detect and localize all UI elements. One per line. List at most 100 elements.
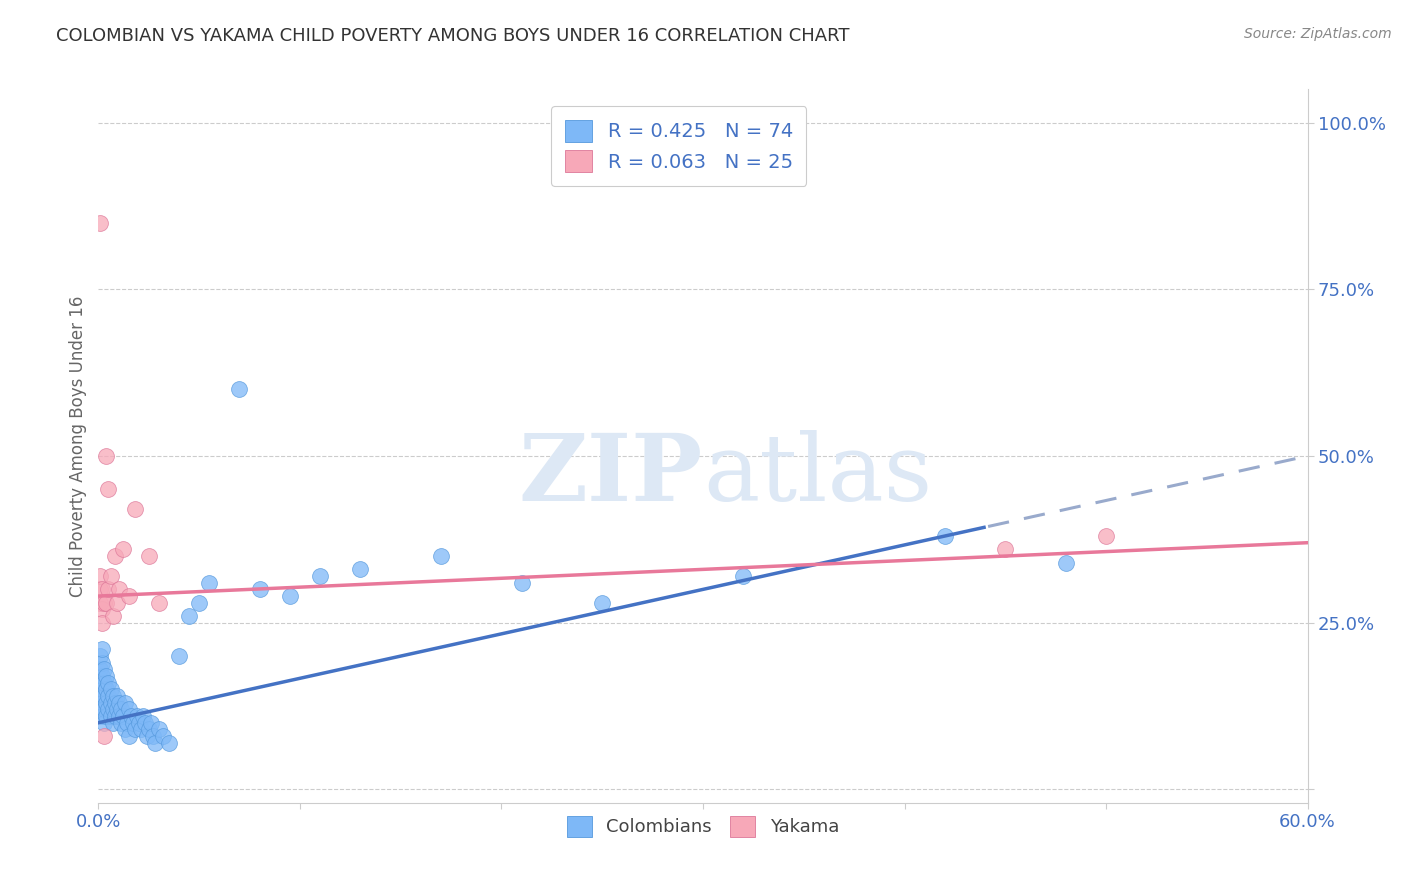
Point	[89, 689, 111, 703]
Point	[157, 736, 180, 750]
Point	[96, 696, 118, 710]
Point	[101, 702, 124, 716]
Point	[97, 483, 120, 497]
Point	[89, 675, 111, 690]
Point	[93, 702, 115, 716]
Point	[97, 675, 120, 690]
Point	[111, 542, 134, 557]
Point	[97, 702, 120, 716]
Point	[733, 569, 755, 583]
Point	[118, 702, 141, 716]
Point	[278, 589, 301, 603]
Point	[105, 689, 128, 703]
Point	[105, 596, 128, 610]
Point	[97, 582, 120, 597]
Point	[148, 596, 170, 610]
Point	[100, 696, 122, 710]
Point	[134, 715, 156, 730]
Point	[107, 709, 129, 723]
Point	[510, 575, 533, 590]
Point	[249, 582, 271, 597]
Point	[152, 729, 174, 743]
Point	[349, 562, 371, 576]
Point	[101, 609, 124, 624]
Point	[591, 596, 613, 610]
Point	[115, 715, 138, 730]
Point	[97, 689, 120, 703]
Point	[142, 729, 165, 743]
Point	[129, 723, 152, 737]
Point	[118, 589, 141, 603]
Point	[89, 702, 111, 716]
Point	[125, 709, 148, 723]
Point	[1054, 556, 1077, 570]
Point	[96, 449, 118, 463]
Text: COLOMBIAN VS YAKAMA CHILD POVERTY AMONG BOYS UNDER 16 CORRELATION CHART: COLOMBIAN VS YAKAMA CHILD POVERTY AMONG …	[56, 27, 849, 45]
Point	[91, 669, 114, 683]
Point	[107, 696, 129, 710]
Point	[309, 569, 332, 583]
Point	[1095, 529, 1118, 543]
Point	[167, 649, 190, 664]
Point	[934, 529, 956, 543]
Point	[89, 582, 111, 597]
Point	[89, 662, 111, 676]
Text: atlas: atlas	[703, 430, 932, 519]
Text: Source: ZipAtlas.com: Source: ZipAtlas.com	[1244, 27, 1392, 41]
Point	[101, 715, 124, 730]
Point	[91, 709, 114, 723]
Point	[994, 542, 1017, 557]
Point	[100, 682, 122, 697]
Point	[179, 609, 201, 624]
Point	[91, 696, 114, 710]
Point	[105, 702, 128, 716]
Point	[91, 615, 114, 630]
Point	[110, 715, 132, 730]
Point	[89, 216, 111, 230]
Point	[132, 709, 155, 723]
Point	[93, 689, 115, 703]
Point	[89, 649, 111, 664]
Point	[198, 575, 221, 590]
Point	[96, 596, 118, 610]
Point	[135, 729, 157, 743]
Point	[101, 689, 124, 703]
Point	[100, 569, 122, 583]
Point	[93, 596, 115, 610]
Legend: Colombians, Yakama: Colombians, Yakama	[560, 808, 846, 844]
Point	[93, 715, 115, 730]
Point	[124, 502, 146, 516]
Point	[107, 582, 129, 597]
Point	[91, 682, 114, 697]
Point	[89, 596, 111, 610]
Point	[91, 656, 114, 670]
Point	[103, 549, 125, 563]
Point	[139, 715, 162, 730]
Point	[93, 662, 115, 676]
Y-axis label: Child Poverty Among Boys Under 16: Child Poverty Among Boys Under 16	[69, 295, 87, 597]
Point	[148, 723, 170, 737]
Point	[96, 682, 118, 697]
Point	[188, 596, 211, 610]
Point	[103, 696, 125, 710]
Point	[143, 736, 166, 750]
Point	[120, 709, 142, 723]
Point	[114, 723, 136, 737]
Point	[110, 702, 132, 716]
Point	[100, 709, 122, 723]
Point	[93, 729, 115, 743]
Point	[124, 723, 146, 737]
Point	[93, 675, 115, 690]
Point	[91, 642, 114, 657]
Point	[121, 715, 143, 730]
Point	[114, 696, 136, 710]
Point	[138, 549, 160, 563]
Point	[103, 709, 125, 723]
Point	[96, 669, 118, 683]
Point	[138, 723, 160, 737]
Point	[91, 602, 114, 616]
Text: ZIP: ZIP	[519, 430, 703, 519]
Point	[96, 709, 118, 723]
Point	[118, 729, 141, 743]
Point	[91, 582, 114, 597]
